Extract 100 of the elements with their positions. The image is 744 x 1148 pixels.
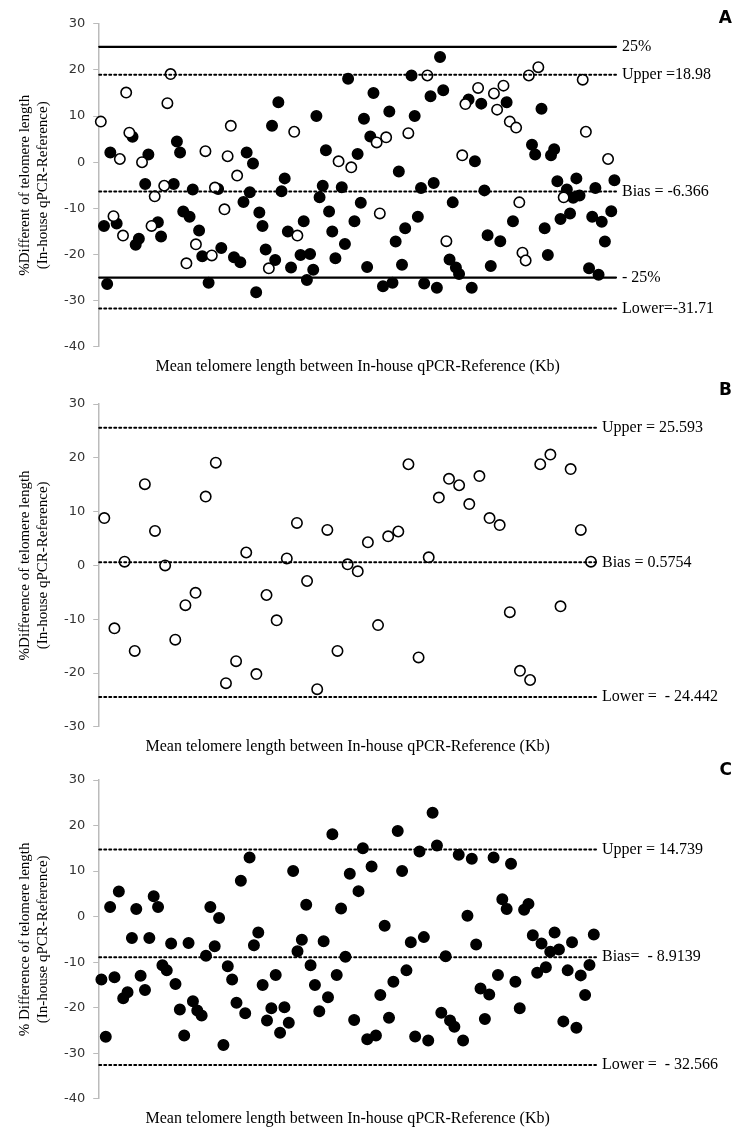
point bbox=[108, 622, 121, 635]
y-axis-title: % Difference of telomere length (In-house qPCR-Reference) bbox=[15, 842, 51, 1037]
point bbox=[361, 536, 374, 549]
point bbox=[205, 249, 218, 262]
y-tick-label: 20 bbox=[68, 816, 86, 832]
point bbox=[453, 479, 466, 492]
point bbox=[240, 546, 253, 559]
point bbox=[179, 599, 192, 612]
point bbox=[189, 586, 202, 599]
y-tick-label: 10 bbox=[68, 107, 86, 123]
point bbox=[250, 668, 263, 681]
y-tick-label: -30 bbox=[64, 292, 86, 308]
point bbox=[412, 651, 425, 664]
point bbox=[260, 588, 273, 601]
point bbox=[98, 512, 111, 525]
point bbox=[380, 131, 393, 144]
y-tick-label: -10 bbox=[64, 610, 86, 626]
point bbox=[209, 456, 222, 469]
point bbox=[382, 530, 395, 543]
point bbox=[491, 103, 504, 116]
point bbox=[534, 458, 547, 471]
point bbox=[557, 191, 570, 204]
point bbox=[138, 478, 151, 491]
point bbox=[230, 655, 243, 668]
point bbox=[510, 121, 523, 134]
point bbox=[231, 169, 244, 182]
point bbox=[519, 254, 532, 267]
point bbox=[148, 524, 161, 537]
point bbox=[221, 150, 234, 163]
point bbox=[564, 463, 577, 476]
point bbox=[208, 181, 221, 194]
point bbox=[199, 145, 212, 158]
point bbox=[332, 155, 345, 168]
point bbox=[392, 525, 405, 538]
point bbox=[120, 86, 133, 99]
y-axis-title: %Different of telomere length (In-house qPCR-Reference) bbox=[15, 94, 51, 276]
point bbox=[128, 644, 141, 657]
point bbox=[574, 523, 587, 536]
y-tick-label: 0 bbox=[76, 556, 86, 572]
point bbox=[503, 606, 516, 619]
point bbox=[218, 203, 231, 216]
y-tick-label: 20 bbox=[68, 61, 86, 77]
point bbox=[270, 614, 283, 627]
point bbox=[180, 257, 193, 270]
point bbox=[472, 81, 485, 94]
y-tick-label: -30 bbox=[64, 718, 86, 734]
point bbox=[513, 196, 526, 209]
point bbox=[373, 207, 386, 220]
ref-line-label: 25% bbox=[622, 37, 652, 55]
point bbox=[219, 677, 232, 690]
y-tick-label: 0 bbox=[76, 908, 86, 923]
y-tick-label: 20 bbox=[68, 449, 86, 465]
x-axis-title: Mean telomere length between In-house qPCR-Reference (Kb) bbox=[145, 1108, 550, 1127]
point bbox=[513, 664, 526, 677]
x-axis-title: Mean telomere length between In-house qPCR-Reference (Kb) bbox=[155, 356, 560, 375]
y-tick-label: -10 bbox=[64, 953, 86, 969]
ref-line-label: Bias = 0.5754 bbox=[602, 552, 692, 570]
point bbox=[301, 575, 314, 587]
point bbox=[94, 115, 107, 128]
point bbox=[321, 523, 334, 536]
ref-line-label: Upper = 25.593 bbox=[602, 417, 704, 436]
y-tick-label: 10 bbox=[68, 862, 86, 878]
ref-line-label: Upper = 14.739 bbox=[602, 839, 704, 858]
point bbox=[532, 61, 545, 74]
ref-line-label: - 25% bbox=[622, 267, 661, 285]
point bbox=[372, 619, 385, 632]
y-tick-label: -10 bbox=[64, 199, 86, 215]
text: A bbox=[718, 6, 733, 27]
point bbox=[459, 98, 472, 111]
point bbox=[169, 633, 182, 646]
y-tick-label: 30 bbox=[68, 771, 86, 787]
point bbox=[602, 153, 615, 165]
point bbox=[554, 600, 567, 613]
point bbox=[189, 238, 202, 251]
point bbox=[291, 229, 304, 242]
y-tick-label: 10 bbox=[68, 502, 86, 518]
y-tick-label: -40 bbox=[64, 338, 86, 354]
point bbox=[145, 219, 158, 232]
text: C bbox=[719, 758, 732, 779]
point bbox=[402, 458, 415, 471]
y-tick-label: 30 bbox=[68, 395, 86, 411]
point bbox=[158, 179, 171, 192]
point bbox=[136, 156, 149, 169]
y-tick-label: -40 bbox=[64, 1090, 86, 1106]
point bbox=[422, 551, 435, 564]
point bbox=[290, 516, 303, 529]
point bbox=[331, 644, 344, 657]
point bbox=[288, 125, 301, 138]
y-axis-title: %Difference of telomere length (In-house qPCR-Reference) bbox=[15, 469, 51, 661]
point bbox=[370, 136, 383, 149]
point bbox=[351, 565, 364, 578]
ref-line-label: Bias= - 8.9139 bbox=[602, 947, 701, 965]
y-tick-label: -20 bbox=[64, 999, 86, 1015]
point bbox=[473, 470, 486, 483]
ref-line-label: Lower=-31.71 bbox=[622, 298, 715, 316]
y-tick-label: -20 bbox=[64, 245, 86, 261]
x-axis-title: Mean telomere length between In-house qPCR-Reference (Kb) bbox=[145, 736, 550, 755]
point bbox=[345, 161, 358, 174]
point bbox=[123, 126, 136, 139]
point bbox=[463, 498, 476, 511]
